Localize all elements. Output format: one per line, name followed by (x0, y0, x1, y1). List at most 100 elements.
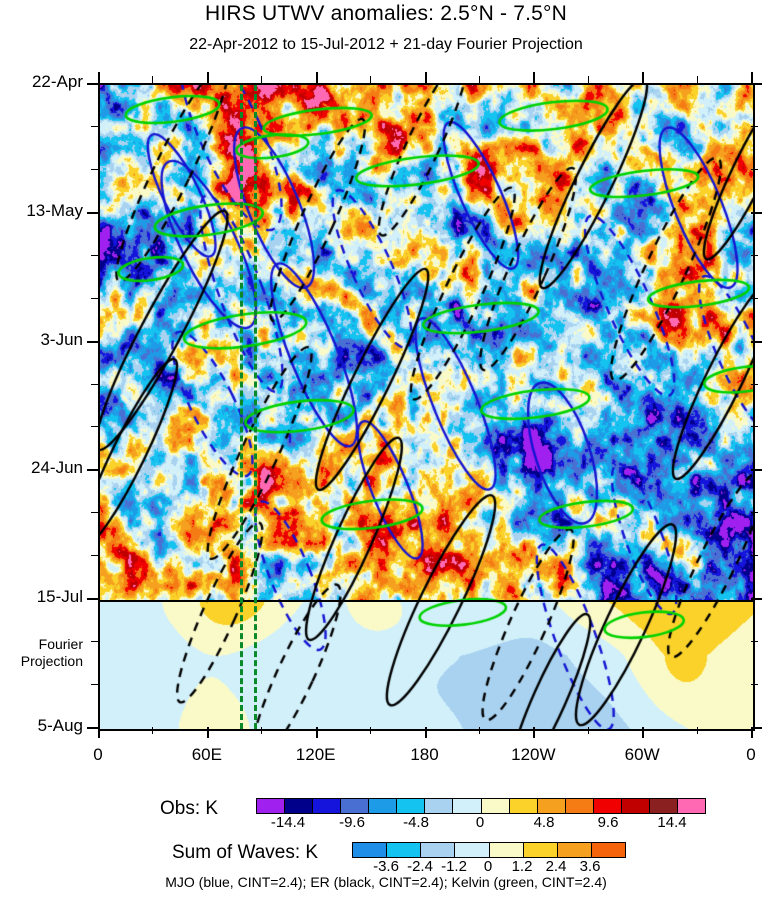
y-tick-minor-right (751, 297, 758, 299)
y-tick-major (87, 211, 98, 214)
x-tick-major-top (424, 72, 427, 83)
colorbar-swatch (257, 799, 286, 813)
x-tick-label: 60E (191, 745, 222, 764)
x-tick-major-top (642, 72, 645, 83)
colorbar-swatch (455, 843, 490, 857)
y-tick-minor (91, 555, 98, 557)
legend-caption: MJO (blue, CINT=2.4); ER (black, CINT=2.… (165, 874, 607, 890)
reference-longitude-line-2 (254, 85, 258, 729)
x-tick-major (533, 727, 536, 738)
y-tick-label: 5-Aug (37, 716, 83, 735)
y-tick-major-right (751, 727, 762, 729)
x-tick-minor (261, 727, 263, 734)
page-title: HIRS UTWV anomalies: 2.5°N - 7.5°N (204, 2, 568, 25)
y-tick-minor-right (751, 555, 758, 557)
y-tick-major-right (751, 83, 762, 85)
colorbar-swatch (509, 799, 538, 813)
y-tick-minor-right (751, 168, 758, 170)
y-tick-minor (91, 684, 98, 686)
y-tick-minor-right (751, 125, 758, 127)
colorbar-tick-label: 0 (483, 858, 493, 875)
x-tick-minor-top (261, 76, 263, 83)
colorbar-tick-label: -4.8 (403, 814, 429, 831)
fourier-projection-label: Fourier Projection (20, 635, 83, 669)
x-tick-minor-top (370, 76, 372, 83)
y-tick-minor (91, 383, 98, 385)
colorbar-tick-label: 4.8 (533, 814, 555, 831)
colorbar-swatch (353, 843, 388, 857)
y-tick-minor (91, 125, 98, 127)
colorbar-tick-label: -14.4 (270, 814, 306, 831)
colorbar-swatch (593, 799, 622, 813)
y-tick-minor (91, 254, 98, 256)
colorbar-swatch (591, 843, 625, 857)
x-tick-minor-top (478, 76, 480, 83)
x-tick-major-top (98, 72, 100, 83)
y-tick-major-right (751, 211, 762, 214)
y-tick-minor (91, 297, 98, 299)
x-tick-minor (478, 727, 480, 734)
colorbar-swatch (537, 799, 566, 813)
colorbar-swatch (387, 843, 422, 857)
colorbar-swatch (397, 799, 426, 813)
colorbar-swatch (369, 799, 398, 813)
x-tick-minor-top (152, 76, 154, 83)
y-tick-major-right (751, 340, 762, 343)
colorbar-tick-label: 9.6 (597, 814, 619, 831)
x-tick-label: 120W (511, 745, 556, 764)
x-tick-major (424, 727, 427, 738)
colorbar-swatch (489, 843, 524, 857)
y-tick-label: 3-Jun (40, 329, 83, 349)
colorbar-tick-label: 2.4 (545, 858, 567, 875)
colorbar-sumofwaves-swatches (352, 842, 626, 858)
x-tick-major (751, 727, 753, 738)
y-tick-major (87, 83, 98, 85)
colorbar-swatch (649, 799, 678, 813)
y-tick-minor (91, 426, 98, 428)
x-tick-major-top (206, 72, 209, 83)
x-tick-minor-top (587, 76, 589, 83)
y-tick-minor-right (751, 641, 758, 643)
y-tick-major (87, 727, 98, 729)
colorbar-swatch (481, 799, 510, 813)
y-tick-label: 13-May (26, 200, 83, 220)
y-tick-label: 22-Apr (31, 72, 83, 91)
y-tick-minor (91, 641, 98, 643)
y-tick-major (87, 598, 98, 601)
colorbar-swatch (313, 799, 342, 813)
y-tick-major (87, 340, 98, 343)
x-tick-major-top (751, 72, 753, 83)
x-tick-label: 180 (410, 745, 439, 764)
x-tick-minor (152, 727, 154, 734)
y-tick-minor-right (751, 426, 758, 428)
colorbar-swatch (523, 843, 558, 857)
analysis-end-divider (100, 600, 753, 603)
colorbar-swatch (557, 843, 592, 857)
colorbar-obs-label: Obs: K (160, 798, 219, 819)
x-tick-major-top (315, 72, 318, 83)
colorbar-swatch (677, 799, 705, 813)
y-tick-minor-right (751, 383, 758, 385)
reference-longitude-line-1 (239, 85, 243, 729)
colorbar-swatch (425, 799, 454, 813)
page-subtitle: 22-Apr-2012 to 15-Jul-2012 + 21-day Four… (189, 36, 583, 53)
colorbar-tick-label: 0 (475, 814, 485, 831)
anomaly-field-canvas (100, 85, 753, 729)
y-tick-minor-right (751, 512, 758, 514)
x-tick-label: 0 (746, 745, 756, 764)
colorbar-swatch (565, 799, 594, 813)
y-tick-minor (91, 512, 98, 514)
x-tick-major-top (533, 72, 536, 83)
x-tick-label: 60W (624, 745, 660, 764)
x-tick-major (315, 727, 318, 738)
colorbar-tick-label: -2.4 (407, 858, 433, 875)
colorbar-swatch (341, 799, 370, 813)
y-tick-minor (91, 168, 98, 170)
hovmoller-plot (98, 83, 755, 731)
colorbar-tick-label: 14.4 (657, 814, 687, 831)
x-tick-minor (587, 727, 589, 734)
colorbar-swatch (285, 799, 314, 813)
colorbar-obs-swatches (256, 798, 706, 814)
x-tick-label: 0 (93, 745, 103, 764)
y-tick-label: 24-Jun (31, 458, 83, 478)
